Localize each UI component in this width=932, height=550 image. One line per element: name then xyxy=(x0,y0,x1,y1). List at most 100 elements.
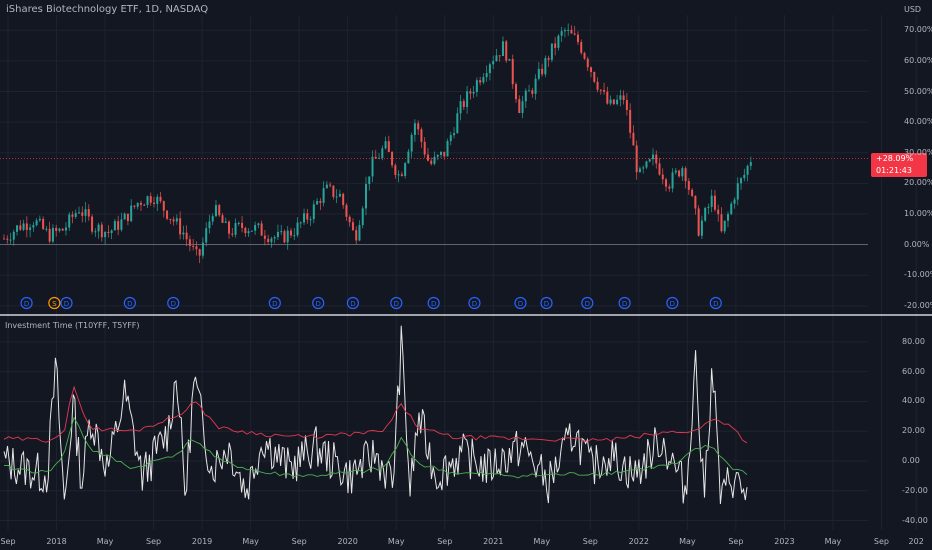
candle xyxy=(153,196,156,208)
candle xyxy=(78,206,81,214)
event-label: D xyxy=(350,300,355,308)
candle xyxy=(175,214,178,225)
price-axis-tick: -10.00% xyxy=(904,270,932,280)
candle xyxy=(541,63,544,77)
event-marker[interactable]: D xyxy=(268,296,281,310)
candle xyxy=(590,66,593,78)
candle xyxy=(485,65,488,82)
chart-title: iShares Biotechnology ETF, 1D, NASDAQ xyxy=(6,4,209,15)
candle xyxy=(423,137,426,158)
event-marker[interactable]: D xyxy=(312,296,325,310)
time-axis-tick: May xyxy=(679,537,696,546)
price-axis-tick: 0.00% xyxy=(904,239,930,249)
candle xyxy=(400,171,403,177)
event-marker[interactable]: D xyxy=(60,296,73,310)
candle xyxy=(505,40,508,63)
candle xyxy=(404,161,407,179)
candle xyxy=(368,176,371,191)
candle xyxy=(156,194,159,212)
price-axis-tick: 70.00% xyxy=(904,25,932,35)
candle xyxy=(544,55,547,78)
candle xyxy=(501,36,504,57)
time-axis-tick: 2023 xyxy=(774,537,795,546)
candle xyxy=(169,218,172,225)
event-label: D xyxy=(622,300,627,308)
last-price-badge: +28.09% 01:21:43 xyxy=(871,153,927,177)
candle xyxy=(459,95,462,121)
candle xyxy=(612,99,615,106)
candle xyxy=(583,51,586,60)
candle xyxy=(159,191,162,204)
candle xyxy=(567,23,570,36)
candle xyxy=(51,224,54,244)
candle xyxy=(374,149,377,159)
candle xyxy=(55,224,58,237)
candle xyxy=(9,232,12,245)
candle xyxy=(397,170,400,183)
candle xyxy=(133,205,136,209)
candle xyxy=(596,77,599,93)
indicator-axis-tick: 80.00 xyxy=(902,336,925,346)
indicator-title: Investment Time (T10YFF, T5YFF) xyxy=(5,321,140,330)
candle xyxy=(603,82,606,95)
candle xyxy=(221,212,224,224)
candle xyxy=(717,204,720,222)
candle xyxy=(521,95,524,119)
candle xyxy=(622,90,625,105)
event-marker[interactable]: D xyxy=(514,296,527,310)
candle xyxy=(87,204,90,221)
candle xyxy=(260,220,263,236)
event-marker[interactable]: D xyxy=(390,296,403,310)
event-marker[interactable]: D xyxy=(123,296,136,310)
candle xyxy=(3,234,5,240)
candle xyxy=(736,177,739,206)
candle xyxy=(348,215,351,227)
event-marker[interactable]: D xyxy=(666,296,679,310)
candle xyxy=(25,216,28,238)
event-label: S xyxy=(52,300,57,308)
candle xyxy=(247,228,250,238)
candle xyxy=(42,216,45,231)
candle xyxy=(104,231,107,245)
event-marker[interactable]: D xyxy=(167,296,180,310)
candle xyxy=(482,73,485,85)
candle xyxy=(61,228,64,231)
time-axis-tick: May xyxy=(96,537,114,546)
event-marker[interactable]: D xyxy=(20,296,33,310)
event-marker[interactable]: S xyxy=(48,296,61,310)
candle xyxy=(228,220,231,239)
event-label: D xyxy=(670,300,675,308)
candle xyxy=(547,55,550,67)
price-axis-tick: 10.00% xyxy=(904,209,932,219)
candle xyxy=(81,206,84,223)
event-marker[interactable]: D xyxy=(618,296,631,310)
candle xyxy=(648,158,651,163)
event-marker[interactable]: D xyxy=(540,296,553,310)
candle xyxy=(38,215,41,223)
candle xyxy=(270,236,273,248)
candle xyxy=(449,131,452,146)
candle xyxy=(488,62,491,81)
time-axis-tick: Sep xyxy=(582,537,598,546)
price-axis-tick: 40.00% xyxy=(904,117,932,127)
event-marker[interactable]: D xyxy=(468,296,481,310)
event-marker[interactable]: D xyxy=(427,296,440,310)
candle xyxy=(48,221,51,244)
candle xyxy=(296,217,299,238)
event-label: D xyxy=(518,300,523,308)
indicator-series-green xyxy=(3,416,748,479)
event-marker[interactable]: D xyxy=(709,296,722,310)
candle xyxy=(635,140,638,180)
candle xyxy=(407,149,410,164)
candle xyxy=(110,229,113,240)
candle xyxy=(537,61,540,81)
price-axis-tick: 20.00% xyxy=(904,178,932,188)
time-axis-tick: 2019 xyxy=(191,537,213,546)
candle xyxy=(241,216,244,233)
candle xyxy=(658,157,661,176)
event-marker[interactable]: D xyxy=(346,296,360,310)
indicator-axis-tick: 20.00 xyxy=(902,426,925,436)
event-marker[interactable]: D xyxy=(581,296,594,310)
